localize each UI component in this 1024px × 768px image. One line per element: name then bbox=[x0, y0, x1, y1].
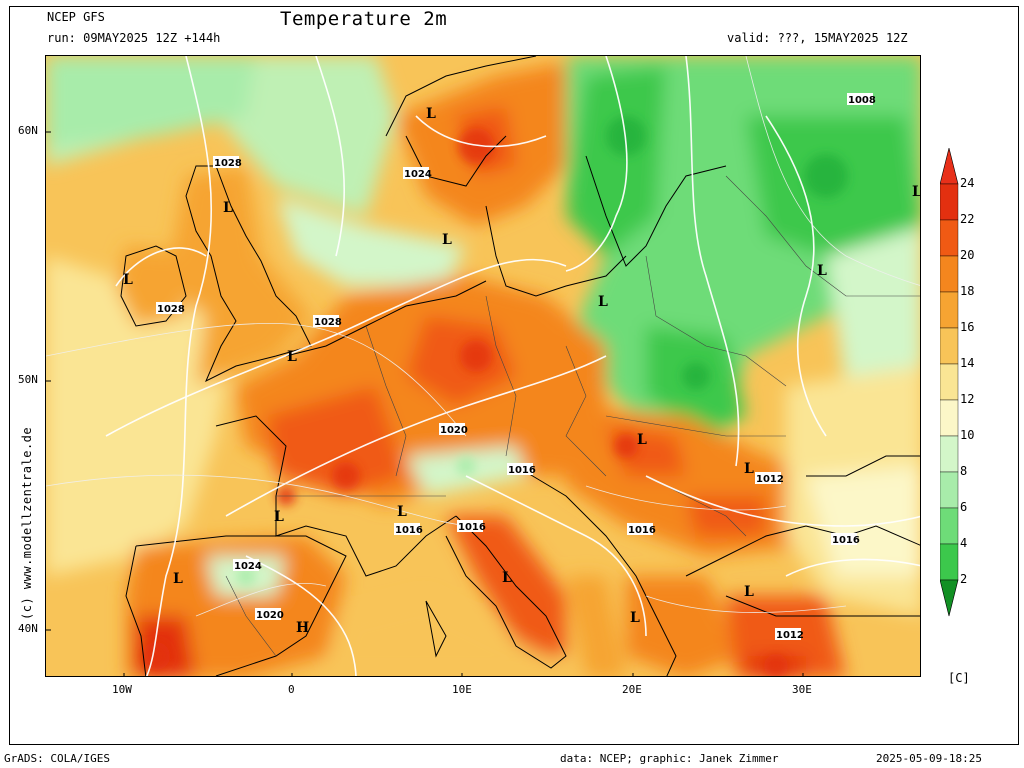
temperature-map: 1028 1028 1028 1024 1020 1016 1016 1016 … bbox=[45, 55, 921, 677]
legend-color-box bbox=[939, 363, 959, 401]
legend-label: 4 bbox=[960, 536, 968, 550]
low-center: L bbox=[744, 584, 754, 600]
low-center: L bbox=[598, 294, 608, 310]
pressure-label: 1016 bbox=[832, 535, 860, 546]
low-center: L bbox=[173, 571, 183, 587]
legend-label: 12 bbox=[960, 392, 975, 406]
pressure-label: 1016 bbox=[458, 522, 486, 533]
legend-color-box bbox=[939, 291, 959, 329]
low-center: L bbox=[817, 263, 827, 279]
model-name: NCEP GFS bbox=[47, 10, 105, 24]
legend-color-box bbox=[939, 399, 959, 437]
legend-label: 16 bbox=[960, 320, 975, 334]
footer-credits: data: NCEP; graphic: Janek Zimmer bbox=[560, 752, 779, 765]
legend-color-box bbox=[939, 471, 959, 509]
pressure-centers: L L L L L L L L L L L L L L L L H bbox=[123, 106, 921, 636]
legend-color-box bbox=[939, 507, 959, 545]
legend-label: 10 bbox=[960, 428, 975, 442]
pressure-label: 1028 bbox=[157, 304, 185, 315]
low-center: L bbox=[502, 570, 512, 586]
low-center: L bbox=[442, 232, 452, 248]
legend-color-box bbox=[939, 183, 959, 221]
legend-label: 20 bbox=[960, 248, 975, 262]
isobar-contours bbox=[46, 56, 920, 617]
pressure-label-group: 1028 1028 1028 1024 1020 1016 1016 1016 … bbox=[156, 93, 876, 641]
low-center: L bbox=[397, 504, 407, 520]
lon-label-10e: 10E bbox=[452, 683, 472, 696]
low-center: L bbox=[287, 349, 297, 365]
pressure-label: 1008 bbox=[848, 95, 876, 106]
low-center: L bbox=[744, 461, 754, 477]
lon-label-20e: 20E bbox=[622, 683, 642, 696]
legend-color-box bbox=[939, 543, 959, 581]
legend-unit: [C] bbox=[948, 671, 970, 685]
legend-label: 14 bbox=[960, 356, 975, 370]
run-info: run: 09MAY2025 12Z +144h bbox=[47, 31, 221, 45]
legend-colorbar bbox=[939, 147, 959, 617]
map-canvas: 1028 1028 1028 1024 1020 1016 1016 1016 … bbox=[46, 56, 921, 676]
isotherm-contours bbox=[105, 56, 920, 676]
valid-time: valid: ???, 15MAY2025 12Z bbox=[727, 31, 908, 45]
footer-software: GrADS: COLA/IGES bbox=[4, 752, 110, 765]
pressure-label: 1012 bbox=[776, 630, 804, 641]
pressure-label: 1012 bbox=[756, 474, 784, 485]
lon-label-30e: 30E bbox=[792, 683, 812, 696]
legend-color-box bbox=[939, 327, 959, 365]
figure-frame bbox=[9, 6, 1019, 745]
low-center: L bbox=[426, 106, 436, 122]
legend-color-box bbox=[939, 435, 959, 473]
lon-label-0: 0 bbox=[288, 683, 295, 696]
pressure-label: 1028 bbox=[214, 158, 242, 169]
legend-label: 24 bbox=[960, 176, 975, 190]
coastlines bbox=[120, 56, 920, 676]
legend-label: 22 bbox=[960, 212, 975, 226]
temperature-texture bbox=[142, 116, 848, 676]
legend-label: 2 bbox=[960, 572, 968, 586]
lon-label-10w: 10W bbox=[112, 683, 132, 696]
legend-color-box bbox=[939, 219, 959, 257]
high-center: H bbox=[296, 620, 309, 636]
pressure-label: 1016 bbox=[628, 525, 656, 536]
low-center: L bbox=[223, 200, 233, 216]
legend-bottom-arrow bbox=[939, 579, 959, 617]
legend-label: 6 bbox=[960, 500, 968, 514]
map-title: Temperature 2m bbox=[280, 8, 448, 30]
pressure-label: 1024 bbox=[234, 561, 262, 572]
lat-label-40n: 40N bbox=[18, 622, 38, 635]
lat-label-60n: 60N bbox=[18, 124, 38, 137]
pressure-label: 1020 bbox=[440, 425, 468, 436]
low-center: L bbox=[123, 272, 133, 288]
low-center: L bbox=[274, 509, 284, 525]
legend-color-box bbox=[939, 255, 959, 293]
color-legend: 24 22 20 18 16 14 12 10 8 6 4 2 bbox=[939, 147, 1020, 618]
legend-label: 8 bbox=[960, 464, 968, 478]
low-center: L bbox=[912, 184, 921, 200]
pressure-label: 1024 bbox=[404, 169, 432, 180]
copyright-label: (c) www.modellzentrale.de bbox=[20, 426, 34, 620]
legend-label: 18 bbox=[960, 284, 975, 298]
lat-label-50n: 50N bbox=[18, 373, 38, 386]
pressure-label: 1028 bbox=[314, 317, 342, 328]
low-center: L bbox=[630, 610, 640, 626]
pressure-label: 1020 bbox=[256, 610, 284, 621]
footer-timestamp: 2025-05-09-18:25 bbox=[876, 752, 982, 765]
legend-top-arrow bbox=[939, 147, 959, 185]
graticule-ticks bbox=[46, 131, 804, 676]
low-center: L bbox=[637, 432, 647, 448]
pressure-label: 1016 bbox=[508, 465, 536, 476]
pressure-label: 1016 bbox=[395, 525, 423, 536]
